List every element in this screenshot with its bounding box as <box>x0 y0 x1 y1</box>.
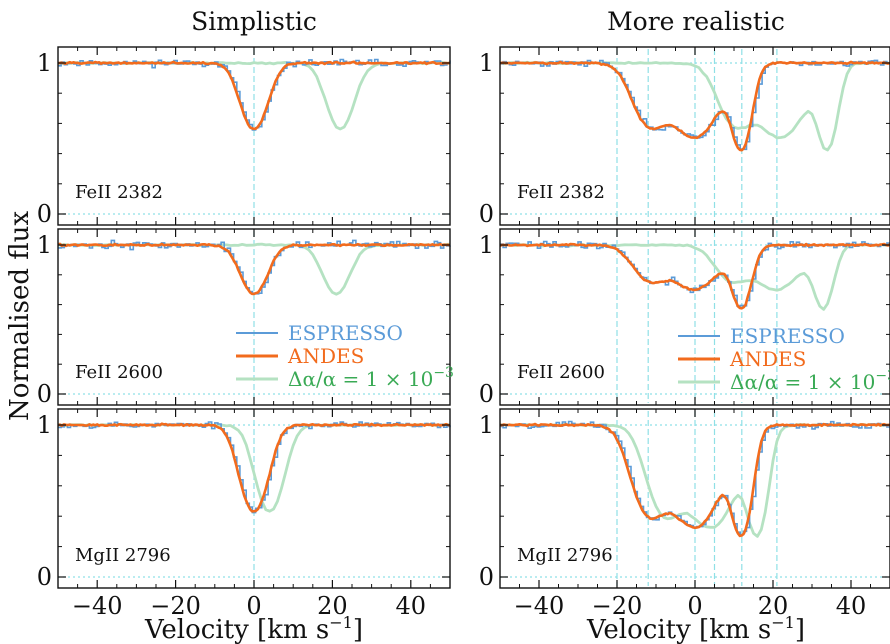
x-tick-label: 20 <box>317 592 348 620</box>
legend-andes-label: ANDES <box>287 344 364 368</box>
spectrum-panel: 0 1 −40 −20 0 20 40 MgII 2796 <box>37 408 451 620</box>
spectrum-panel: 0 1 FeII 2600 <box>37 228 451 408</box>
x-axis-label-right: Velocity [km s−1] <box>586 613 805 644</box>
andes-spectrum-line <box>57 242 451 296</box>
y-tick-label: 1 <box>37 49 52 77</box>
column-title-realistic: More realistic <box>607 7 785 36</box>
andes-spectrum-line <box>57 60 451 131</box>
transition-label: FeII 2600 <box>75 362 163 383</box>
transition-label: FeII 2600 <box>517 362 605 383</box>
legend: ESPRESSO ANDES Δα/α = 1 × 10−3 ESPRESSO … <box>236 321 890 394</box>
x-tick-label: 0 <box>246 592 261 620</box>
panels-group: 0 1 FeII 2382 0 1 FeII 2382 0 1 FeII 2600 0 1 FeII … <box>37 46 890 620</box>
y-axis-label: Normalised flux <box>5 211 35 421</box>
y-tick-label: 0 <box>37 380 52 408</box>
transition-label: FeII 2382 <box>75 182 163 203</box>
transition-label: MgII 2796 <box>75 545 171 566</box>
x-tick-label: 20 <box>758 592 789 620</box>
y-tick-label: 0 <box>479 380 494 408</box>
column-title-simplistic: Simplistic <box>191 7 317 36</box>
legend-andes-label: ANDES <box>729 347 806 371</box>
y-tick-label: 1 <box>37 231 52 259</box>
y-tick-label: 1 <box>37 411 52 439</box>
y-tick-label: 1 <box>479 49 494 77</box>
x-tick-label: −20 <box>150 592 201 620</box>
x-tick-label: 0 <box>687 592 702 620</box>
andes-spectrum-line <box>499 422 890 538</box>
x-tick-label: −40 <box>72 592 123 620</box>
spectrum-panel: 0 1 FeII 2382 <box>479 46 890 228</box>
y-tick-label: 0 <box>479 563 494 591</box>
legend-espresso-label: ESPRESSO <box>288 321 403 345</box>
transition-label: FeII 2382 <box>517 182 605 203</box>
y-tick-label: 1 <box>479 231 494 259</box>
x-tick-label: −20 <box>592 592 643 620</box>
legend-espresso-label: ESPRESSO <box>730 324 845 348</box>
y-tick-label: 0 <box>37 200 52 228</box>
y-tick-label: 0 <box>37 563 52 591</box>
x-tick-label: 40 <box>396 592 427 620</box>
legend-shifted-label: Δα/α = 1 × 10−3 <box>730 368 890 394</box>
x-tick-label: −40 <box>514 592 565 620</box>
y-tick-label: 0 <box>479 200 494 228</box>
andes-spectrum-line <box>499 242 890 310</box>
andes-spectrum-line <box>57 422 451 513</box>
spectrum-panel: 0 1 FeII 2600 <box>479 228 890 408</box>
spectrum-panel: 0 1 FeII 2382 <box>37 46 451 228</box>
y-tick-label: 1 <box>479 411 494 439</box>
legend-shifted-label: Δα/α = 1 × 10−3 <box>288 365 454 391</box>
spectrum-panel: 0 1 −40 −20 0 20 40 MgII 2796 <box>479 408 890 620</box>
andes-spectrum-line <box>499 60 890 152</box>
x-axis-label-left: Velocity [km s−1] <box>144 613 363 644</box>
transition-label: MgII 2796 <box>517 545 613 566</box>
x-tick-label: 40 <box>836 592 867 620</box>
